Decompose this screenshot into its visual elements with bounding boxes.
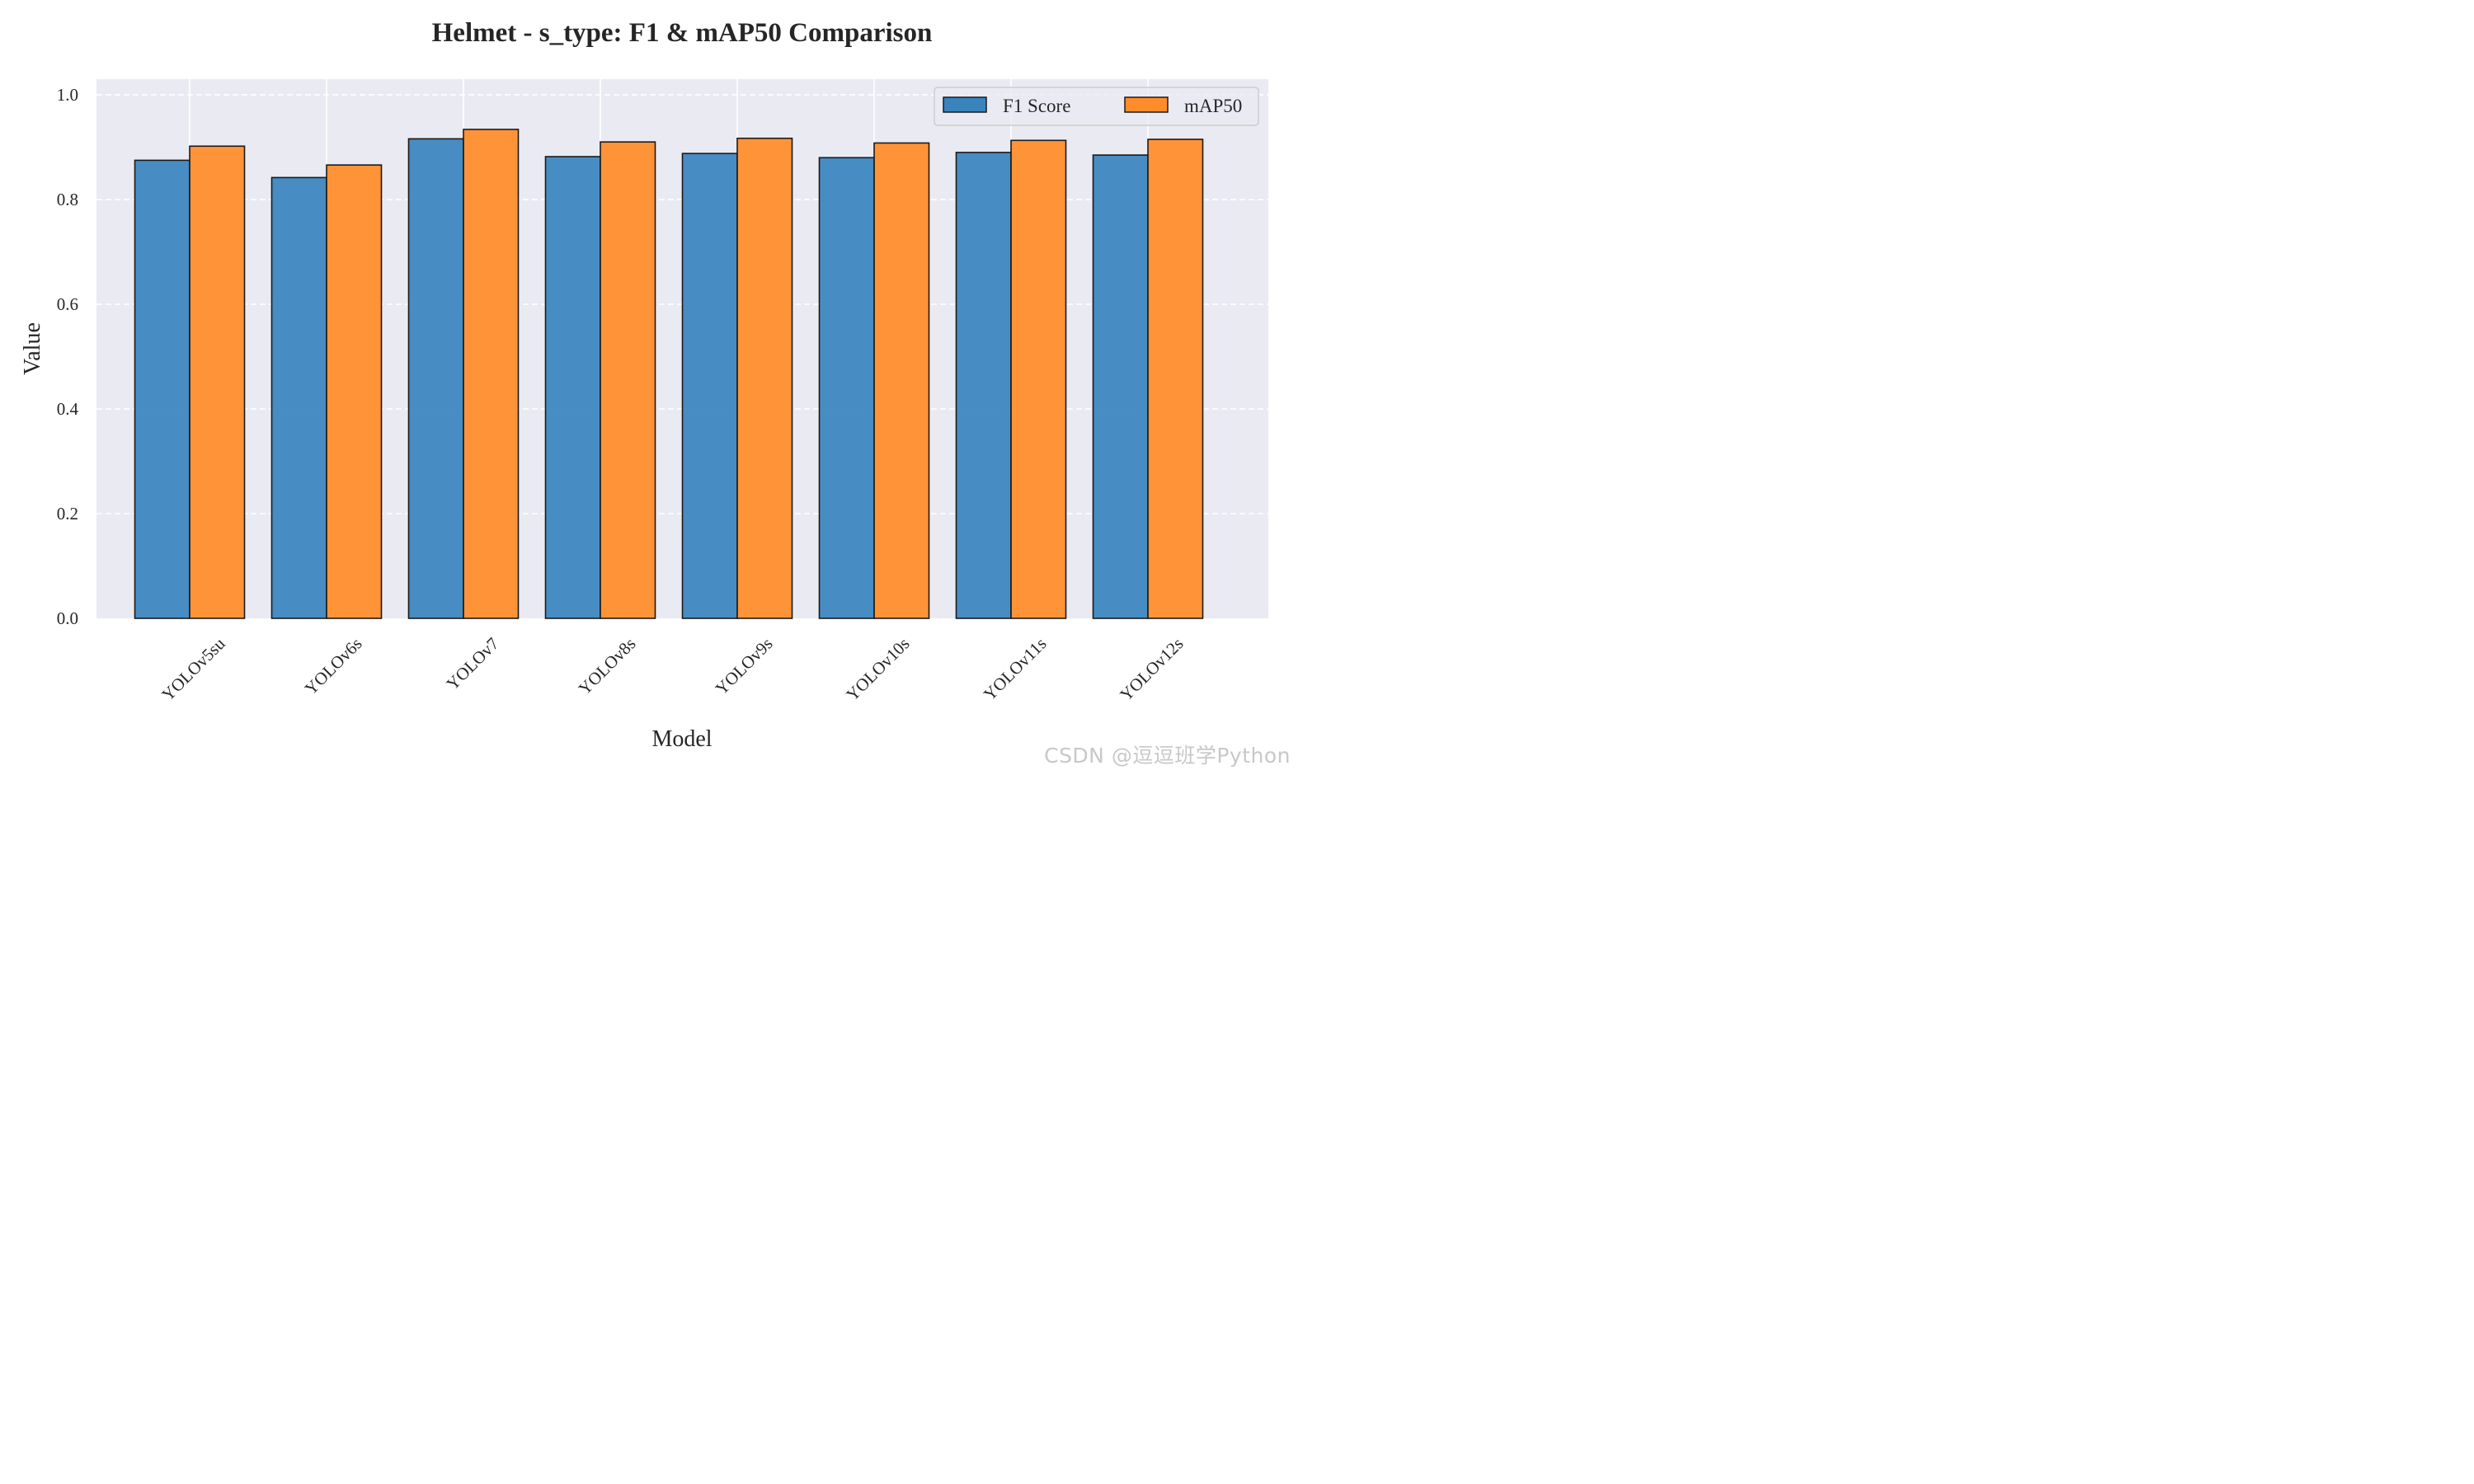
bar-f1-score-yolov11s: [955, 152, 1012, 619]
bar-f1-score-yolov12s: [1092, 154, 1149, 619]
x-tick-label: YOLOv6s: [301, 634, 366, 699]
y-tick-label: 0.2: [57, 504, 78, 524]
legend-frame: [934, 87, 1259, 126]
legend-swatch-f1-score: [943, 96, 987, 113]
chart: Helmet - s_type: F1 & mAP50 Comparison 0…: [20, 18, 1268, 752]
watermark: CSDN @逗逗班学Python: [1044, 744, 1291, 768]
x-axis-label: Model: [651, 726, 712, 752]
y-tick-label: 0.8: [57, 190, 78, 209]
y-axis-label: Value: [20, 322, 45, 375]
legend-label-map50: mAP50: [1184, 96, 1242, 116]
x-tick-label: YOLOv5su: [158, 633, 229, 705]
bars: [134, 129, 1204, 619]
bar-map50-yolov6s: [326, 164, 383, 619]
bar-f1-score-yolov5su: [134, 159, 190, 619]
bar-map50-yolov9s: [736, 137, 793, 619]
bar-f1-score-yolov8s: [544, 156, 601, 619]
y-axis-ticks: 0.0 0.2 0.4 0.6 0.8 1.0: [57, 85, 79, 628]
x-tick-label: YOLOv10s: [842, 634, 913, 705]
x-tick-label: YOLOv9s: [712, 634, 777, 699]
bar-f1-score-yolov10s: [818, 157, 875, 619]
x-tick-label: YOLOv12s: [1116, 634, 1187, 705]
x-tick-label: YOLOv11s: [980, 634, 1051, 705]
bar-map50-yolov7: [463, 129, 520, 619]
bar-map50-yolov8s: [600, 141, 656, 619]
y-tick-label: 0.0: [57, 608, 78, 628]
bar-map50-yolov12s: [1147, 139, 1204, 619]
bar-map50-yolov10s: [873, 142, 930, 619]
bar-f1-score-yolov7: [407, 138, 464, 619]
legend: F1 Score mAP50: [934, 87, 1259, 126]
y-tick-label: 0.4: [57, 399, 79, 419]
bar-f1-score-yolov6s: [270, 176, 327, 619]
legend-swatch-map50: [1124, 96, 1169, 113]
x-axis-ticks: YOLOv5su YOLOv6s YOLOv7 YOLOv8s YOLOv9s YOLOv…: [158, 633, 1187, 705]
bar-map50-yolov11s: [1010, 139, 1067, 619]
y-tick-label: 0.6: [57, 294, 78, 314]
x-tick-label: YOLOv7: [442, 634, 502, 694]
chart-title: Helmet - s_type: F1 & mAP50 Comparison: [432, 18, 933, 48]
y-tick-label: 1.0: [57, 85, 78, 105]
bar-f1-score-yolov9s: [681, 153, 738, 619]
bar-map50-yolov5su: [189, 145, 246, 619]
x-tick-label: YOLOv8s: [575, 634, 640, 699]
legend-label-f1-score: F1 Score: [1003, 96, 1070, 116]
